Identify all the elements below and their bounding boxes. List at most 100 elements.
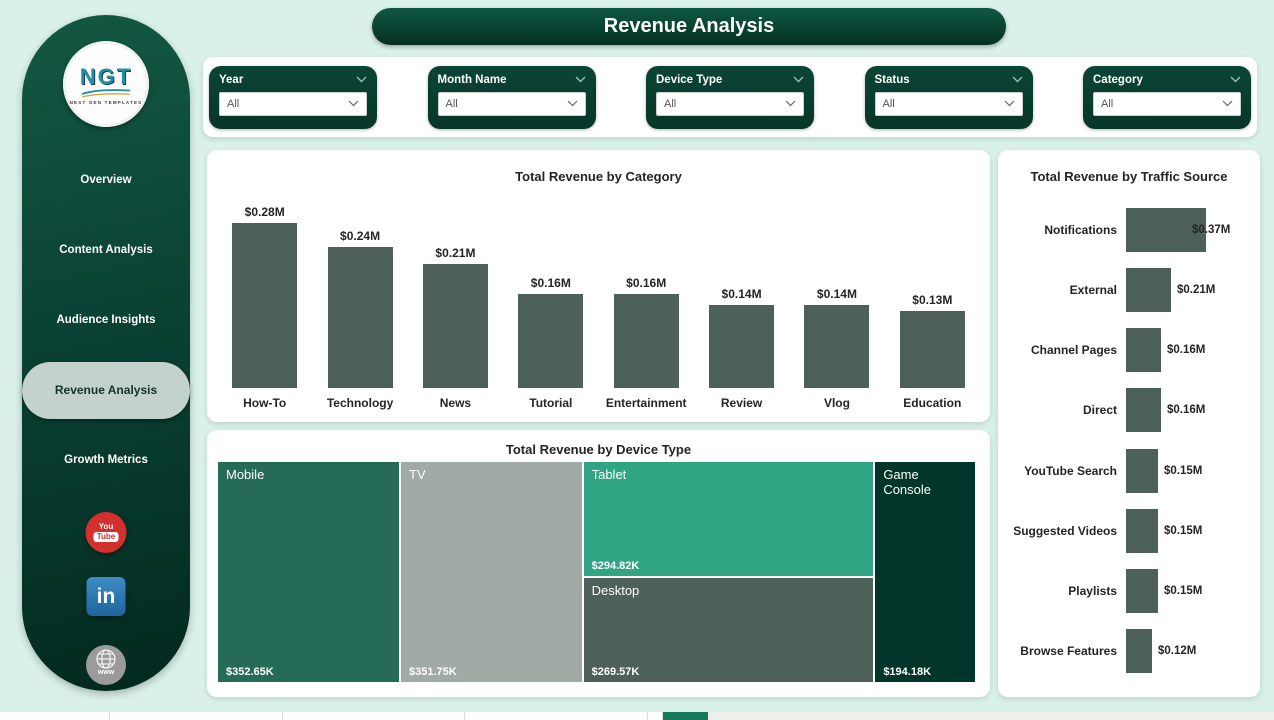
sidebar-item-revenue-analysis[interactable]: Revenue Analysis bbox=[22, 361, 190, 419]
traffic-value-label: $0.21M bbox=[1177, 284, 1216, 297]
traffic-row-direct: Direct $0.16M bbox=[1004, 388, 1254, 433]
bar-value-label: $0.16M bbox=[626, 276, 667, 290]
page-tab[interactable] bbox=[0, 712, 110, 720]
website-globe-icon[interactable]: www bbox=[85, 644, 127, 686]
traffic-row-channel-pages: Channel Pages $0.16M bbox=[1004, 328, 1254, 373]
bar[interactable] bbox=[1126, 268, 1171, 313]
bar[interactable] bbox=[1126, 448, 1158, 493]
filter-device-type: Device Type All bbox=[646, 65, 814, 129]
chevron-down-icon[interactable] bbox=[793, 76, 804, 83]
filter-status-select[interactable]: All bbox=[874, 91, 1023, 116]
filter-category-select[interactable]: All bbox=[1093, 91, 1241, 116]
axis-category-label: Vlog bbox=[823, 396, 850, 410]
bar-value-label: $0.24M bbox=[340, 229, 381, 243]
linkedin-icon[interactable]: in bbox=[86, 577, 126, 616]
bar-column-entertainment: $0.16M Entertainment bbox=[602, 276, 690, 410]
axis-category-label: Education bbox=[903, 396, 962, 410]
bar-column-education: $0.13M Education bbox=[888, 293, 976, 410]
treemap-cell-tablet[interactable]: Tablet $294.82K bbox=[583, 462, 874, 576]
bar[interactable] bbox=[899, 311, 965, 388]
filter-strip: Year All Month Name All Device Type bbox=[203, 57, 1257, 137]
revenue-by-device-title: Total Revenue by Device Type bbox=[505, 442, 692, 457]
chevron-down-icon bbox=[1222, 100, 1233, 107]
traffic-value-label: $0.12M bbox=[1158, 644, 1197, 657]
logo-swoosh-icon bbox=[81, 88, 131, 97]
page-tab[interactable] bbox=[110, 712, 283, 720]
treemap-cell-mobile[interactable]: Mobile $352.65K bbox=[218, 462, 400, 682]
bar[interactable] bbox=[1126, 568, 1158, 613]
filter-status-label: Status bbox=[874, 73, 910, 86]
filter-month-name-header[interactable]: Month Name bbox=[438, 74, 586, 86]
treemap-cell-value: $269.57K bbox=[591, 666, 640, 678]
axis-category-label: Technology bbox=[326, 396, 394, 410]
filter-status: Status All bbox=[864, 65, 1033, 129]
bar-value-label: $0.28M bbox=[244, 205, 285, 219]
traffic-value-label: $0.15M bbox=[1164, 584, 1203, 597]
bar[interactable] bbox=[1126, 388, 1161, 433]
sidebar-item-growth-metrics[interactable]: Growth Metrics bbox=[64, 454, 148, 466]
sidebar-item-audience-insights[interactable]: Audience Insights bbox=[56, 314, 156, 326]
bar[interactable] bbox=[613, 294, 679, 388]
treemap-cell-value: $194.18K bbox=[883, 666, 932, 678]
filter-year-header[interactable]: Year bbox=[219, 74, 367, 86]
axis-category-label: Entertainment bbox=[605, 396, 687, 410]
youtube-icon[interactable]: You Tube bbox=[85, 512, 127, 553]
treemap-cell-label: Desktop bbox=[591, 582, 640, 598]
treemap-cell-desktop[interactable]: Desktop $269.57K bbox=[583, 577, 874, 682]
bar[interactable] bbox=[709, 305, 775, 388]
filter-status-header[interactable]: Status bbox=[875, 74, 1023, 86]
page-title: Revenue Analysis bbox=[372, 8, 1006, 45]
sidebar-item-content-analysis[interactable]: Content Analysis bbox=[59, 244, 153, 256]
bar-value-label: $0.16M bbox=[530, 276, 571, 290]
treemap-cell-game-console[interactable]: Game Console $194.18K bbox=[875, 462, 975, 682]
bar[interactable] bbox=[422, 264, 488, 388]
chevron-down-icon[interactable] bbox=[575, 76, 586, 83]
filter-year-select[interactable]: All bbox=[219, 91, 367, 116]
traffic-category-label: Direct bbox=[1082, 403, 1117, 418]
traffic-bar-chart: Notifications $0.37M External $0.21M Channel… bbox=[1004, 200, 1254, 681]
page-tab-active[interactable] bbox=[663, 712, 708, 720]
axis-category-label: News bbox=[439, 396, 472, 410]
bar-column-technology: $0.24M Technology bbox=[316, 229, 404, 410]
bar[interactable] bbox=[1126, 508, 1158, 553]
traffic-category-label: YouTube Search bbox=[1024, 463, 1117, 478]
page-tab[interactable] bbox=[465, 712, 648, 720]
chevron-down-icon[interactable] bbox=[1012, 76, 1023, 83]
traffic-row-youtube-search: YouTube Search $0.15M bbox=[1004, 448, 1254, 493]
bar[interactable] bbox=[1126, 208, 1206, 253]
page-tab[interactable] bbox=[283, 712, 465, 720]
filter-device-type-header[interactable]: Device Type bbox=[656, 74, 804, 86]
axis-category-label: Review bbox=[720, 396, 763, 410]
axis-category-label: Tutorial bbox=[529, 396, 573, 410]
bar-column-review: $0.14M Review bbox=[698, 287, 786, 410]
bar-value-label: $0.14M bbox=[816, 287, 857, 301]
chevron-down-icon bbox=[785, 100, 796, 107]
sidebar-item-overview[interactable]: Overview bbox=[80, 174, 132, 186]
revenue-by-device-card: Total Revenue by Device Type Mobile $352.… bbox=[207, 430, 990, 697]
bar[interactable] bbox=[232, 223, 298, 388]
treemap-cell-tv[interactable]: TV $351.75K bbox=[401, 462, 582, 682]
filter-category-header[interactable]: Category bbox=[1093, 74, 1241, 86]
filter-year-label: Year bbox=[219, 73, 244, 86]
treemap-cell-value: $351.75K bbox=[409, 666, 457, 678]
chevron-down-icon[interactable] bbox=[1230, 76, 1241, 83]
bar[interactable] bbox=[1126, 628, 1152, 673]
logo-text: NGT bbox=[79, 63, 133, 89]
page-tab[interactable] bbox=[648, 712, 663, 720]
bar[interactable] bbox=[1126, 328, 1161, 373]
filter-device-type-select[interactable]: All bbox=[656, 91, 804, 116]
bar[interactable] bbox=[804, 305, 870, 388]
bar[interactable] bbox=[518, 294, 584, 388]
chevron-down-icon[interactable] bbox=[356, 76, 367, 83]
filter-month-name-select[interactable]: All bbox=[437, 91, 586, 116]
youtube-icon-text-bottom: Tube bbox=[93, 532, 119, 542]
sidebar-nav: Overview Content Analysis Audience Insig… bbox=[22, 145, 190, 495]
bar-column-news: $0.21M News bbox=[411, 246, 499, 410]
filter-device-type-value: All bbox=[664, 97, 677, 110]
traffic-row-notifications: Notifications $0.37M bbox=[1004, 208, 1254, 253]
traffic-row-browse-features: Browse Features $0.12M bbox=[1004, 628, 1254, 673]
revenue-by-category-card: Total Revenue by Category $0.28M How-To $0… bbox=[207, 150, 990, 422]
treemap-cell-value: $352.65K bbox=[226, 666, 274, 678]
bar[interactable] bbox=[327, 247, 393, 388]
traffic-category-label: Playlists bbox=[1068, 583, 1117, 598]
